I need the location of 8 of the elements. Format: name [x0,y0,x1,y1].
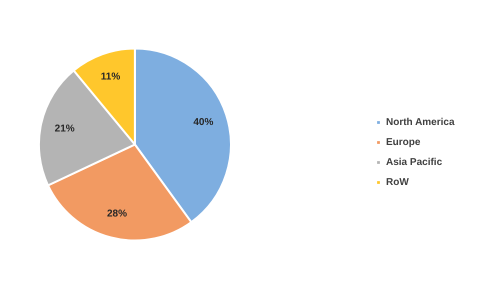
data-label: 11% [100,71,120,82]
legend-label: Europe [386,136,420,148]
data-label: 28% [106,208,128,220]
legend-label: North America [386,116,455,128]
legend-label: RoW [386,176,409,188]
data-label: 21% [54,123,75,134]
data-label: 40% [193,116,214,128]
legend-label: Asia Pacific [386,156,442,168]
